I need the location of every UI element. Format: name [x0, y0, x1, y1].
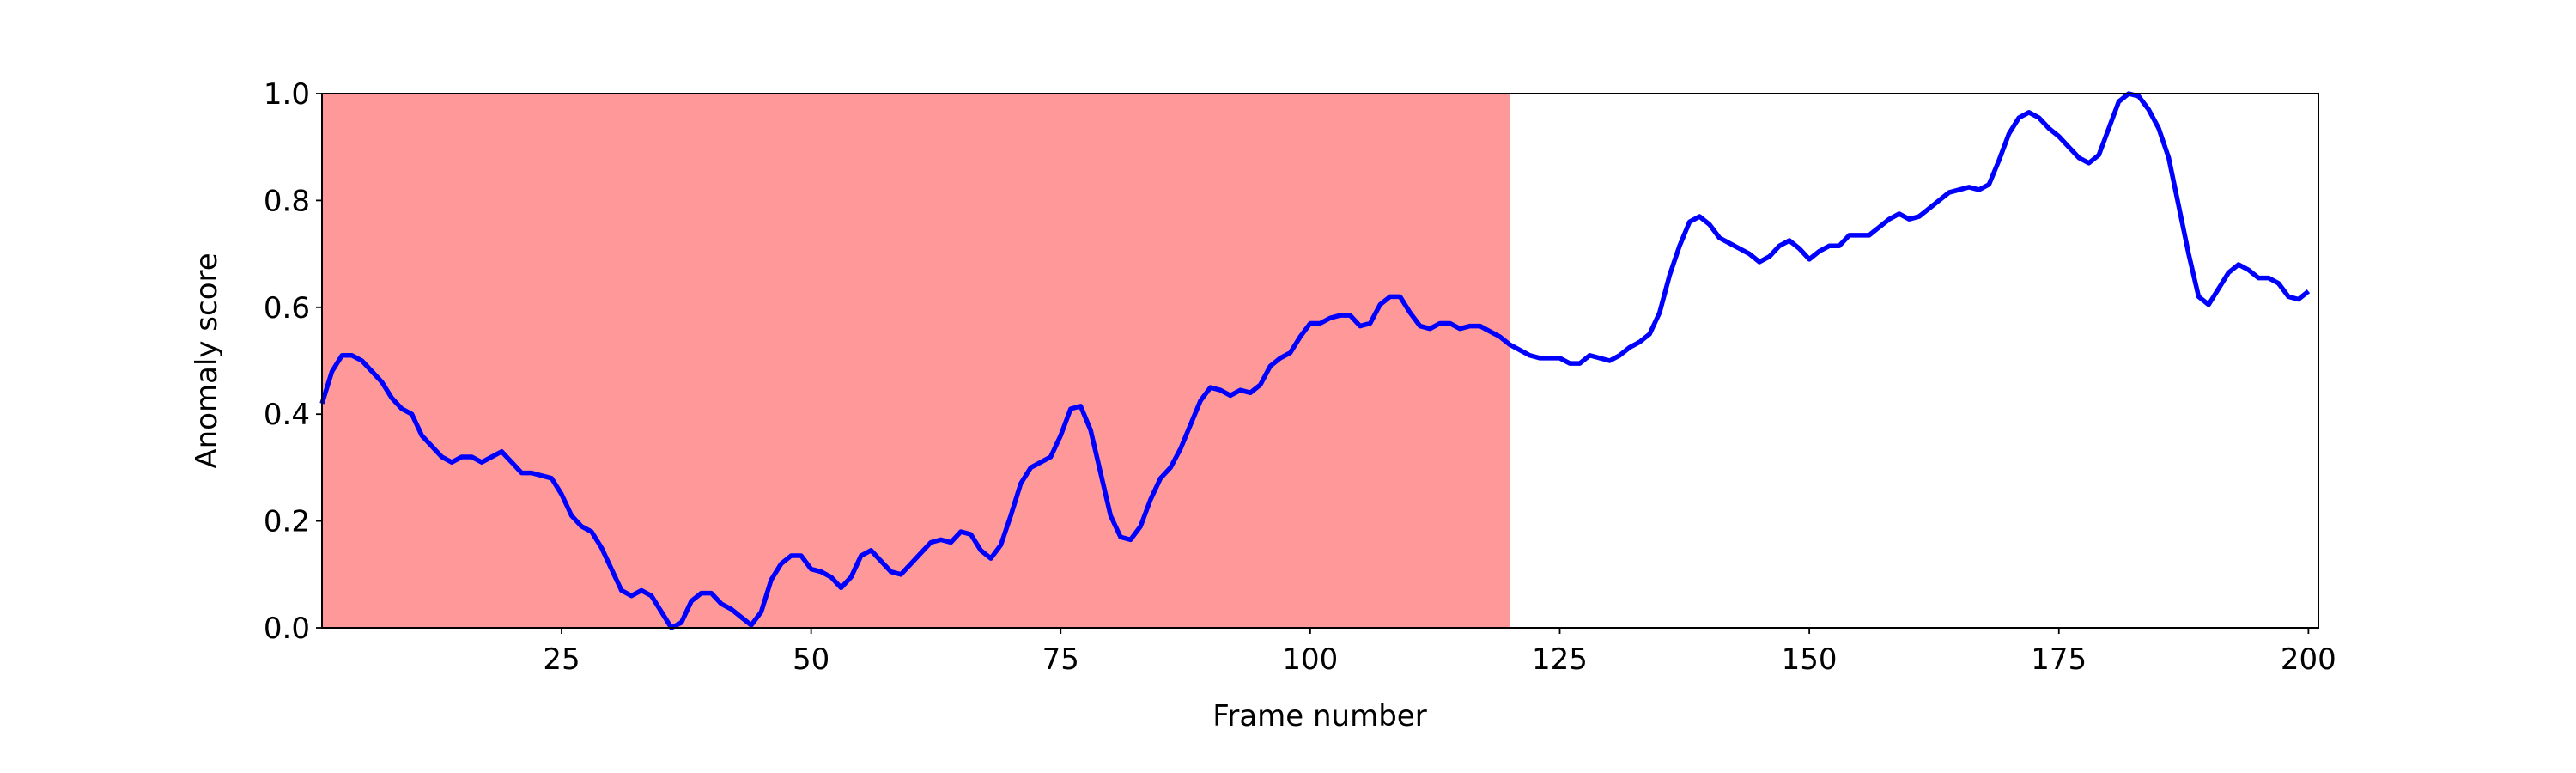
- y-tick-label: 1.0: [264, 77, 310, 112]
- y-tick-label: 0.2: [264, 505, 310, 539]
- x-tick-label: 200: [2281, 642, 2336, 677]
- x-tick-label: 175: [2031, 642, 2087, 677]
- x-tick-label: 25: [543, 642, 580, 677]
- y-axis-label: Anomaly score: [190, 253, 224, 468]
- x-tick-label: 100: [1282, 642, 1338, 677]
- x-tick-label: 50: [793, 642, 829, 677]
- axes-frame: [321, 93, 2319, 629]
- y-tick-label: 0.6: [264, 291, 310, 326]
- x-tick-label: 125: [1532, 642, 1588, 677]
- y-tick-label: 0.0: [264, 612, 310, 646]
- data-line: [319, 91, 2311, 630]
- highlight-span: [322, 94, 1510, 628]
- y-tick-label: 0.4: [264, 398, 310, 432]
- y-tick-label: 0.8: [264, 184, 310, 218]
- x-tick-label: 75: [1042, 642, 1079, 677]
- x-axis-label: Frame number: [1212, 699, 1426, 733]
- x-tick-label: 150: [1782, 642, 1838, 677]
